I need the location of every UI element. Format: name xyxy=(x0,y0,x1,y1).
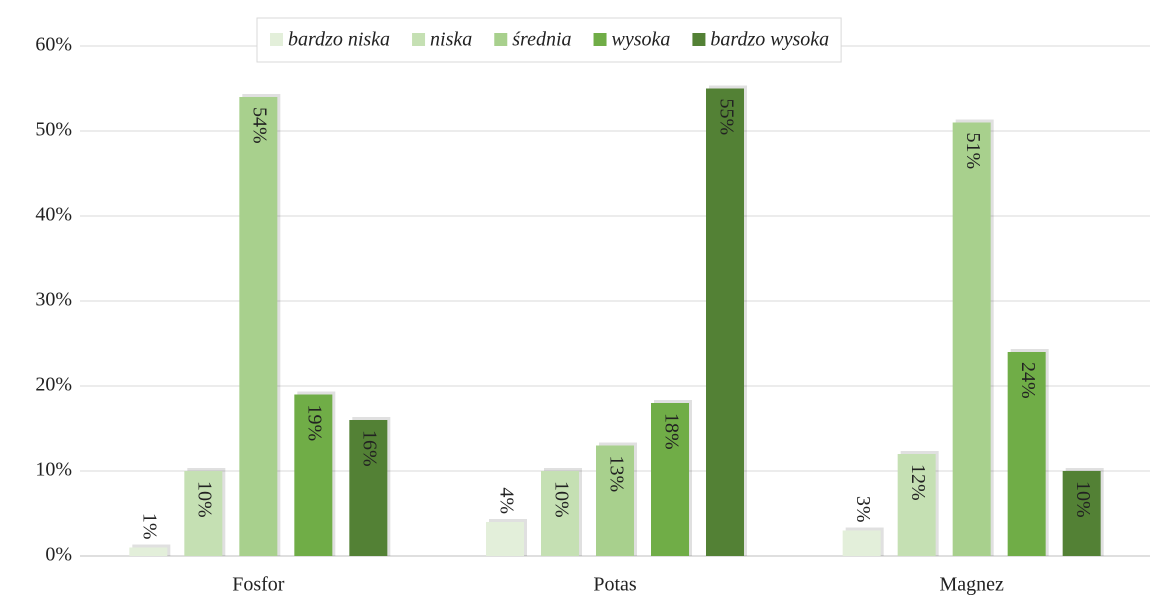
legend-swatch xyxy=(593,33,607,46)
data-label: 55% xyxy=(715,99,737,136)
legend-swatch xyxy=(494,33,508,46)
bar xyxy=(129,547,168,556)
data-label: 12% xyxy=(907,464,929,501)
bar xyxy=(706,88,744,556)
legend-label: bardzo wysoka xyxy=(710,29,829,51)
bar xyxy=(1007,352,1046,556)
bar xyxy=(541,471,579,556)
bar xyxy=(486,522,524,556)
bar xyxy=(239,97,278,556)
y-tick-label: 50% xyxy=(35,119,72,141)
legend-swatch xyxy=(692,33,706,46)
bar xyxy=(294,394,333,556)
data-label: 1% xyxy=(139,513,161,540)
data-label: 3% xyxy=(852,496,874,523)
legend-label: wysoka xyxy=(612,29,671,51)
data-label: 16% xyxy=(359,430,381,467)
bar xyxy=(184,471,223,556)
data-label: 54% xyxy=(249,107,271,144)
bar xyxy=(1062,471,1101,556)
bar xyxy=(952,122,991,556)
y-tick-label: 0% xyxy=(45,544,72,566)
data-label: 19% xyxy=(304,405,326,442)
legend-label: średnia xyxy=(512,29,571,51)
x-tick-label: Potas xyxy=(593,574,637,596)
bar xyxy=(596,445,634,556)
bar xyxy=(897,454,936,556)
y-tick-label: 40% xyxy=(35,204,72,226)
y-tick-label: 60% xyxy=(35,34,72,56)
y-tick-label: 20% xyxy=(35,374,72,396)
bar xyxy=(842,530,881,556)
y-tick-label: 10% xyxy=(35,459,72,481)
data-label: 51% xyxy=(962,133,984,170)
y-tick-label: 30% xyxy=(35,289,72,311)
data-label: 10% xyxy=(550,481,572,518)
legend-box xyxy=(256,17,842,63)
data-label: 4% xyxy=(495,487,517,514)
data-label: 13% xyxy=(605,456,627,493)
legend-label: niska xyxy=(430,29,472,51)
data-label: 18% xyxy=(660,413,682,450)
legend-swatch xyxy=(412,33,426,46)
legend-swatch xyxy=(270,33,283,46)
data-label: 10% xyxy=(1072,481,1094,518)
data-label: 10% xyxy=(194,481,216,518)
x-tick-label: Fosfor xyxy=(232,574,285,596)
legend-label: bardzo niska xyxy=(288,29,390,51)
data-label: 24% xyxy=(1017,362,1039,399)
bar xyxy=(349,420,388,556)
bar xyxy=(651,403,689,556)
x-tick-label: Magnez xyxy=(939,574,1004,596)
